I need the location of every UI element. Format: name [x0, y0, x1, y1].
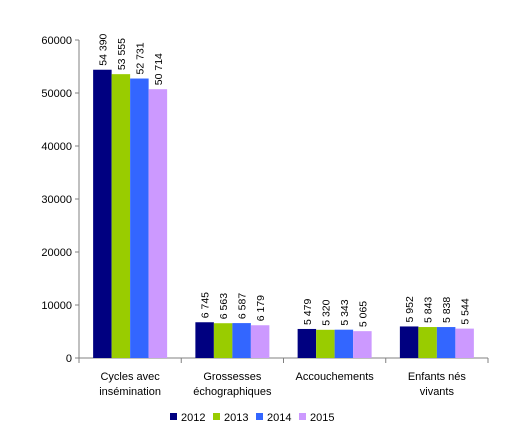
data-label: 5 952 [404, 296, 416, 322]
bar-2013 [111, 74, 131, 358]
bar-2014 [130, 78, 149, 359]
y-tick-label: 50000 [41, 88, 72, 100]
data-label: 5 843 [423, 297, 435, 323]
bar-2015 [455, 328, 474, 358]
chart-legend: 2012 2013 2014 2015 [170, 412, 334, 424]
bar-2012 [297, 328, 317, 358]
x-category-label: Cycles avec insémination [99, 371, 161, 398]
legend-label: 2014 [267, 412, 291, 424]
x-category-label-line: Grossesses [203, 371, 262, 383]
legend-swatch-2015 [299, 413, 306, 420]
data-label: 5 838 [441, 297, 453, 323]
x-category-label-line: Cycles avec [100, 371, 160, 383]
y-tick-label: 20000 [41, 247, 72, 259]
bar-2013 [213, 323, 233, 358]
bar-2015 [353, 331, 372, 358]
bar-2012 [93, 69, 112, 358]
bar-2012 [195, 322, 214, 358]
data-label: 52 731 [134, 42, 146, 74]
bar-2014 [334, 329, 354, 358]
legend-label: 2015 [310, 412, 334, 424]
data-label: 5 544 [460, 298, 472, 324]
data-label: 6 179 [255, 295, 267, 321]
data-label: 5 343 [339, 299, 351, 325]
legend-label: 2013 [224, 412, 248, 424]
bar-2014 [436, 327, 456, 358]
data-label: 6 563 [218, 293, 230, 319]
chart-bars [93, 69, 474, 359]
bar-2012 [399, 326, 419, 358]
data-label: 6 745 [200, 292, 212, 318]
x-category-label: Enfants nés vivants [408, 371, 467, 398]
data-label: 5 479 [302, 299, 314, 325]
x-category-label-line: échographiques [193, 386, 272, 398]
legend-swatch-2012 [170, 413, 177, 420]
x-category-label-line: vivants [420, 386, 455, 398]
x-category-label: Grossesses échographiques [193, 371, 272, 398]
bar-2014 [232, 323, 251, 358]
legend-label: 2012 [181, 412, 205, 424]
legend-swatch-2014 [256, 413, 263, 420]
legend-swatch-2013 [213, 413, 220, 420]
data-label: 53 555 [116, 38, 128, 70]
x-category-label-line: insémination [99, 386, 161, 398]
data-label: 54 390 [97, 33, 109, 65]
y-tick-label: 10000 [41, 300, 72, 312]
x-category-label-line: Accouchements [295, 371, 374, 383]
x-category-label: Accouchements [295, 371, 374, 383]
bar-2015 [250, 325, 270, 358]
bar-2013 [418, 327, 437, 358]
data-label: 50 714 [153, 53, 165, 85]
y-tick-label: 30000 [41, 194, 72, 206]
data-label: 6 587 [237, 293, 249, 319]
data-label: 5 320 [320, 299, 332, 325]
y-tick-label: 60000 [41, 35, 72, 47]
data-label: 5 065 [357, 301, 369, 327]
y-tick-label: 0 [66, 353, 72, 365]
chart-axes: 0 10000 20000 30000 40000 50000 60000 Cycles av… [41, 35, 489, 398]
y-tick-label: 40000 [41, 141, 72, 153]
bar-2015 [148, 89, 168, 359]
x-category-label-line: Enfants nés [408, 371, 467, 383]
chart-data-labels: 54 390 53 555 52 731 50 714 6 745 6 563 6 587 6… [97, 33, 471, 327]
bar-2013 [316, 329, 335, 358]
